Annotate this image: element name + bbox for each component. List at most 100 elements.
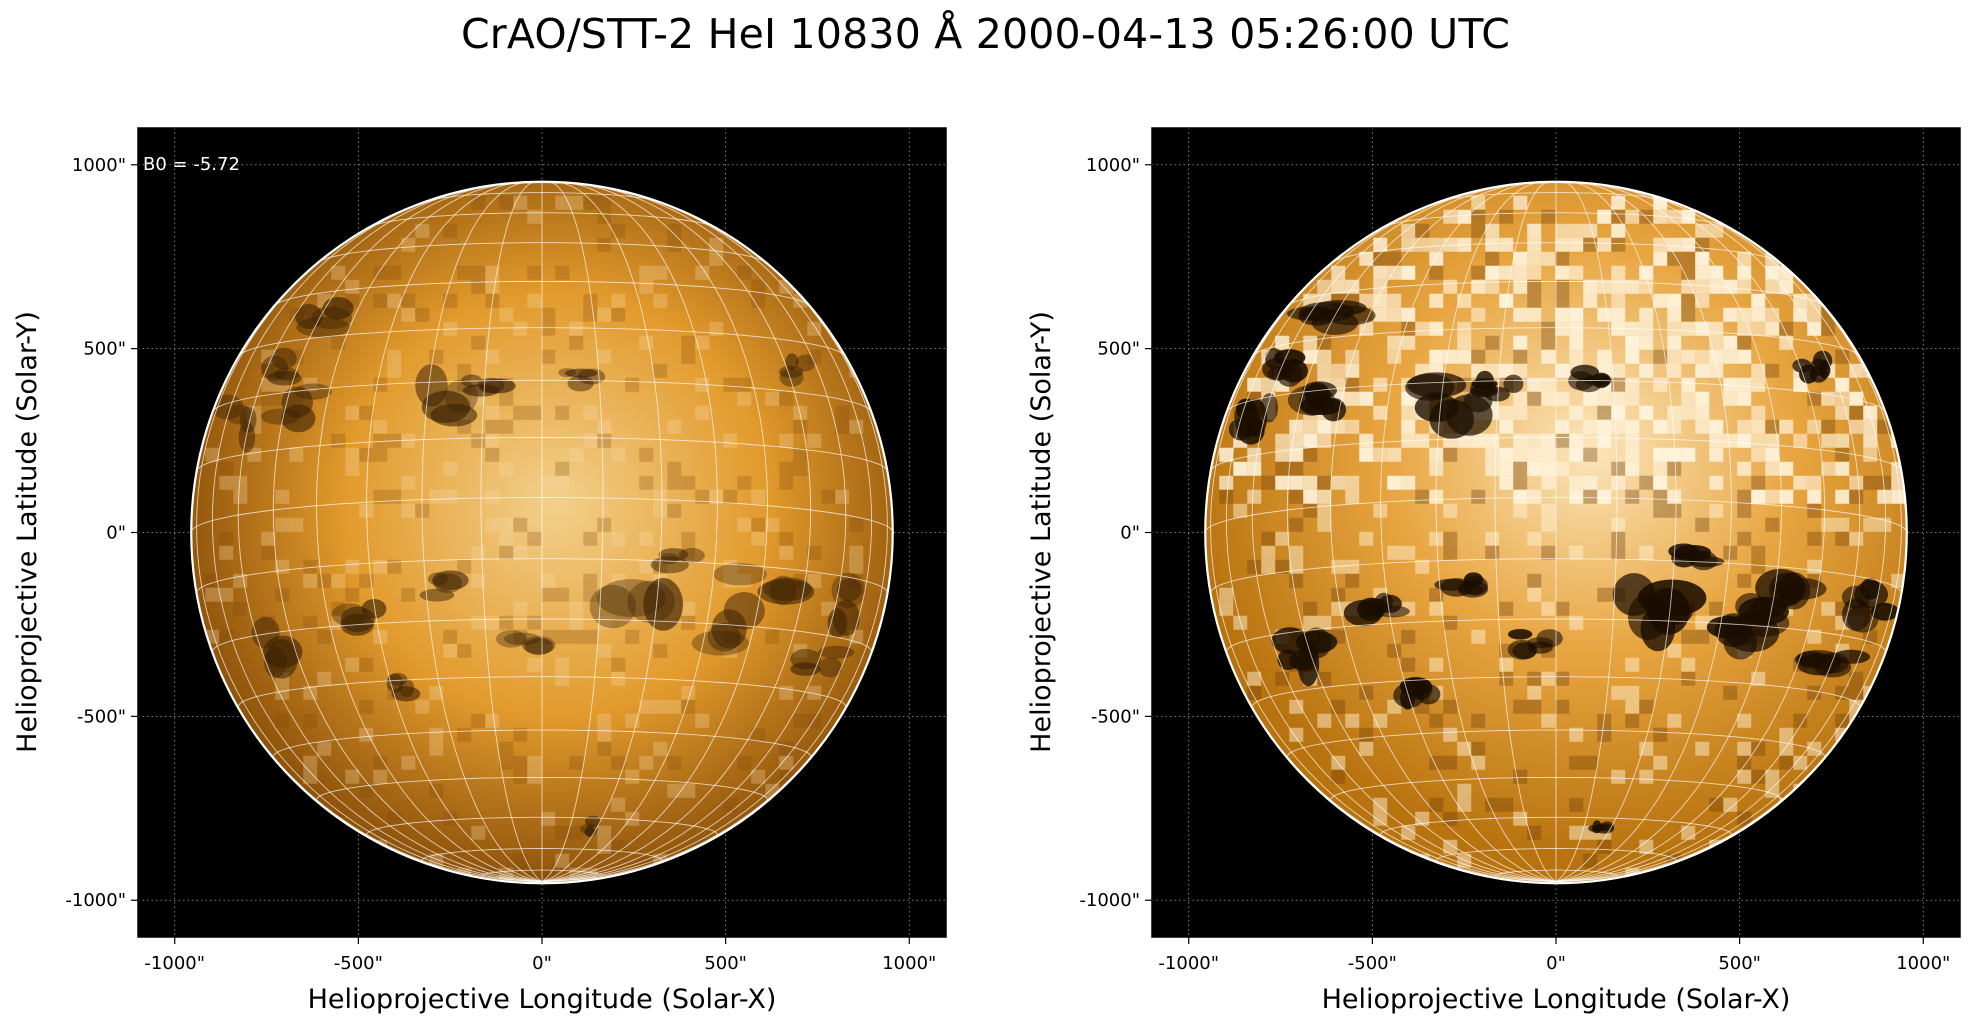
texture-cell (1765, 489, 1780, 504)
texture-cell (1513, 251, 1528, 266)
texture-cell (429, 349, 444, 364)
texture-cell (569, 825, 584, 840)
texture-cell (1499, 671, 1514, 686)
texture-cell (1499, 601, 1514, 616)
texture-cell (1513, 195, 1528, 210)
texture-cell (667, 699, 682, 714)
texture-cell (1373, 265, 1388, 280)
texture-cell (751, 293, 766, 308)
texture-cell (1695, 279, 1710, 294)
texture-cell (1611, 685, 1626, 700)
texture-cell (597, 349, 612, 364)
longitude-line (366, 182, 543, 882)
y-tick-label: -500" (1091, 706, 1140, 727)
texture-cell (1513, 349, 1528, 364)
texture-cell (1261, 531, 1276, 546)
texture-cell (597, 195, 612, 210)
texture-cell (499, 307, 514, 322)
texture-cell (1541, 209, 1556, 224)
longitude-line (1380, 182, 1557, 882)
dark-feature (785, 353, 799, 370)
texture-cell (527, 755, 542, 770)
texture-cell (1709, 447, 1724, 462)
texture-cell (597, 643, 612, 658)
texture-cell (1737, 419, 1752, 434)
longitude-line (541, 181, 663, 882)
texture-cell (373, 559, 388, 574)
texture-cell (1471, 209, 1486, 224)
texture-cell (1779, 335, 1794, 350)
texture-cell (1247, 671, 1262, 686)
texture-cell (1289, 419, 1304, 434)
texture-cell (1849, 531, 1864, 546)
texture-cell (1681, 377, 1696, 392)
texture-cell (1877, 475, 1892, 490)
texture-cell (1667, 335, 1682, 350)
texture-cell (513, 769, 528, 784)
texture-cell (499, 531, 514, 546)
texture-cell (597, 419, 612, 434)
texture-cell (779, 545, 794, 560)
dark-feature (713, 563, 767, 586)
texture-cell (471, 279, 486, 294)
texture-cell (1401, 475, 1416, 490)
texture-cell (471, 573, 486, 588)
texture-cell (1401, 223, 1416, 238)
texture-cell (555, 671, 570, 686)
texture-cell (1765, 307, 1780, 322)
texture-cell (639, 755, 654, 770)
dark-feature (769, 575, 797, 606)
texture-cell (835, 419, 850, 434)
texture-cell (1667, 405, 1682, 420)
texture-cell (1751, 559, 1766, 574)
texture-cell (583, 531, 598, 546)
texture-cell (1751, 671, 1766, 686)
dark-feature (580, 823, 599, 835)
dark-feature (1507, 628, 1533, 640)
texture-cell (667, 503, 682, 518)
dark-feature (479, 378, 516, 394)
texture-cell (1499, 209, 1514, 224)
dark-feature (790, 662, 821, 676)
texture-cell (275, 517, 290, 532)
texture-cell (415, 223, 430, 238)
texture-cell (1695, 363, 1710, 378)
texture-cell (303, 559, 318, 574)
texture-cell (1835, 461, 1850, 476)
texture-cell (387, 349, 402, 364)
texture-cell (1555, 251, 1570, 266)
texture-cell (583, 195, 598, 210)
texture-cell (751, 531, 766, 546)
x-tick-label: 1000" (1896, 953, 1950, 974)
texture-cell (1667, 643, 1682, 658)
texture-cell (1527, 237, 1542, 252)
texture-cell (1513, 811, 1528, 826)
texture-cell (1751, 293, 1766, 308)
y-tick-label: 1000" (1086, 155, 1140, 176)
texture-cell (779, 685, 794, 700)
texture-cell (1723, 433, 1738, 448)
texture-cell (1401, 419, 1416, 434)
texture-cell (1359, 531, 1374, 546)
longitude-line (1494, 181, 1557, 882)
texture-cell (779, 461, 794, 476)
texture-cell (1373, 293, 1388, 308)
texture-cell (1569, 335, 1584, 350)
texture-cell (667, 237, 682, 252)
texture-cell (1667, 293, 1682, 308)
texture-cell (1289, 447, 1304, 462)
texture-cell (1569, 545, 1584, 560)
texture-cell (737, 265, 752, 280)
texture-cell (1639, 363, 1654, 378)
texture-cell (485, 713, 500, 728)
texture-cell (1667, 307, 1682, 322)
texture-cell (1779, 419, 1794, 434)
texture-cell (1807, 531, 1822, 546)
texture-cell (611, 447, 626, 462)
texture-cell (1541, 503, 1556, 518)
longitude-line (1555, 184, 1826, 882)
texture-cell (611, 839, 626, 854)
texture-cell (1597, 237, 1612, 252)
texture-cell (1849, 391, 1864, 406)
dark-feature (831, 572, 866, 609)
